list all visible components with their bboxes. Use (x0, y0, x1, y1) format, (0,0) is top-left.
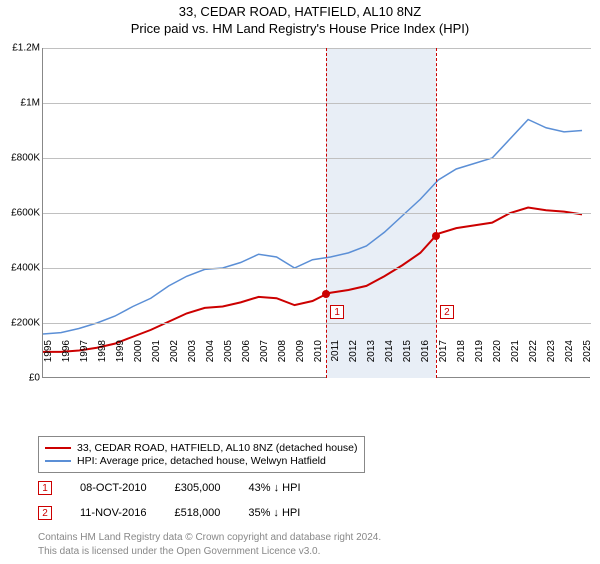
x-axis-label: 2024 (564, 340, 575, 374)
legend: 33, CEDAR ROAD, HATFIELD, AL10 8NZ (deta… (38, 436, 365, 473)
y-axis-label: £1.2M (0, 43, 40, 54)
chart: 1995 1996 1997 1998 1999 2000 2001 2002 2003 2004… (42, 48, 590, 378)
legend-label: HPI: Average price, detached house, Welw… (77, 455, 326, 467)
legend-label: 33, CEDAR ROAD, HATFIELD, AL10 8NZ (deta… (77, 442, 358, 454)
x-axis-label: 2022 (528, 340, 539, 374)
gridline (43, 103, 591, 104)
sale-price: £305,000 (175, 482, 221, 494)
x-axis-label: 1999 (115, 340, 126, 374)
sale-row: 2 11-NOV-2016 £518,000 35% ↓ HPI (38, 506, 300, 520)
sale-date: 11-NOV-2016 (80, 507, 146, 519)
x-axis-label: 2025 (582, 340, 593, 374)
sale-date: 08-OCT-2010 (80, 482, 147, 494)
x-axis-label: 1996 (61, 340, 72, 374)
x-axis-label: 2001 (151, 340, 162, 374)
x-axis-label: 2019 (474, 340, 485, 374)
x-axis-label: 2000 (133, 340, 144, 374)
x-axis-label: 1998 (97, 340, 108, 374)
x-axis-label: 2011 (330, 340, 341, 374)
gridline (43, 213, 591, 214)
sale-row: 1 08-OCT-2010 £305,000 43% ↓ HPI (38, 481, 301, 495)
x-axis-label: 2023 (546, 340, 557, 374)
y-axis-label: £400K (0, 263, 40, 274)
x-axis-label: 2021 (510, 340, 521, 374)
y-axis-label: £600K (0, 208, 40, 219)
footer-copyright: Contains HM Land Registry data © Crown c… (38, 532, 381, 543)
legend-swatch (45, 460, 71, 462)
x-axis-label: 2012 (348, 340, 359, 374)
x-axis-label: 1995 (43, 340, 54, 374)
sale-dot (322, 290, 330, 298)
x-axis-label: 2007 (259, 340, 270, 374)
footer-license: This data is licensed under the Open Gov… (38, 546, 320, 557)
sale-price: £518,000 (174, 507, 220, 519)
sale-marker-icon: 2 (38, 506, 52, 520)
y-axis-label: £1M (0, 98, 40, 109)
gridline (43, 48, 591, 49)
x-axis-label: 2010 (313, 340, 324, 374)
sale-dash (436, 48, 437, 378)
y-axis-label: £200K (0, 318, 40, 329)
gridline (43, 323, 591, 324)
sale-vs-hpi: 43% ↓ HPI (249, 482, 301, 494)
legend-row-price: 33, CEDAR ROAD, HATFIELD, AL10 8NZ (deta… (45, 442, 358, 454)
x-axis-label: 2015 (402, 340, 413, 374)
x-axis-label: 2009 (295, 340, 306, 374)
y-axis-label: £800K (0, 153, 40, 164)
y-axis-label: £0 (0, 373, 40, 384)
sale-marker-box: 2 (440, 305, 454, 319)
legend-swatch (45, 447, 71, 449)
sale-dot (432, 232, 440, 240)
gridline (43, 268, 591, 269)
x-axis-label: 2006 (241, 340, 252, 374)
sale-marker-box: 1 (330, 305, 344, 319)
x-axis-label: 2014 (384, 340, 395, 374)
x-axis-label: 1997 (79, 340, 90, 374)
x-axis-label: 2004 (205, 340, 216, 374)
legend-row-hpi: HPI: Average price, detached house, Welw… (45, 455, 358, 467)
x-axis-label: 2016 (420, 340, 431, 374)
x-axis-label: 2013 (366, 340, 377, 374)
series-price_paid (43, 208, 582, 352)
sale-vs-hpi: 35% ↓ HPI (248, 507, 300, 519)
page-title: 33, CEDAR ROAD, HATFIELD, AL10 8NZ (0, 4, 600, 19)
x-axis-label: 2005 (223, 340, 234, 374)
gridline (43, 158, 591, 159)
page-subtitle: Price paid vs. HM Land Registry's House … (0, 21, 600, 36)
x-axis-label: 2002 (169, 340, 180, 374)
x-axis-label: 2017 (438, 340, 449, 374)
x-axis-label: 2020 (492, 340, 503, 374)
x-axis-label: 2003 (187, 340, 198, 374)
x-axis-label: 2018 (456, 340, 467, 374)
x-axis-label: 2008 (277, 340, 288, 374)
sale-dash (326, 48, 327, 378)
sale-marker-icon: 1 (38, 481, 52, 495)
